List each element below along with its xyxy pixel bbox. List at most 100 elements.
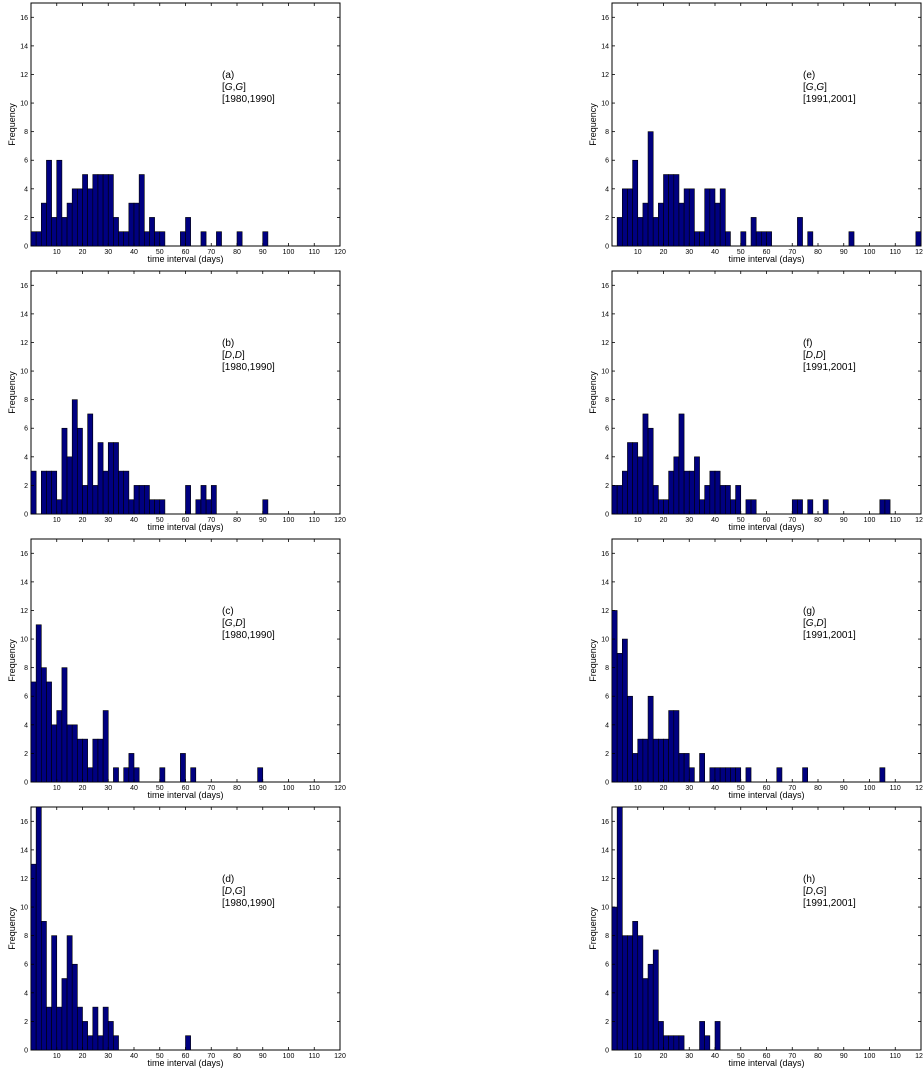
bar (107, 442, 114, 515)
bar (123, 470, 130, 515)
y-tick-label: 14 (601, 847, 609, 854)
pair-symbol: G (225, 618, 233, 629)
bar (714, 767, 721, 783)
panel-label: (g) (803, 606, 815, 617)
bar (102, 710, 109, 783)
x-tick-label: 110 (890, 1053, 901, 1060)
bar (133, 485, 140, 515)
bar (97, 1035, 104, 1051)
bar (200, 231, 207, 247)
y-axis-label: Frequency (7, 907, 17, 950)
bar (797, 217, 803, 247)
bar (92, 174, 99, 247)
bar (30, 470, 37, 515)
bar (802, 767, 808, 783)
x-tick-label: 120 (915, 785, 923, 792)
x-tick-label: 110 (890, 517, 901, 524)
y-tick-label: 10 (20, 905, 28, 912)
x-tick-label: 70 (788, 785, 796, 792)
bar (621, 638, 628, 783)
x-tick-label: 90 (840, 517, 848, 524)
period-label: [1991,2001] (803, 898, 856, 909)
x-tick-label: 120 (915, 249, 923, 256)
bar (133, 767, 140, 783)
x-tick-label: 60 (763, 517, 771, 524)
x-tick-label: 70 (207, 249, 215, 256)
pair-symbol: D (806, 886, 813, 897)
bar (154, 231, 161, 247)
y-tick-label: 4 (24, 454, 28, 461)
y-tick-label: 10 (601, 637, 609, 644)
x-tick-label: 100 (283, 517, 295, 524)
y-tick-label: 0 (24, 512, 28, 519)
bar (113, 1035, 119, 1051)
x-tick-label: 50 (737, 1053, 745, 1060)
bar (699, 231, 705, 247)
bar (673, 710, 680, 783)
bar (61, 978, 68, 1051)
bar (66, 456, 73, 515)
bar (884, 499, 891, 515)
x-axis-label: time interval (days) (147, 254, 223, 264)
x-tick-label: 20 (660, 785, 668, 792)
bar (735, 485, 742, 515)
bar (714, 1021, 721, 1051)
bar (766, 231, 772, 247)
bar (159, 767, 166, 783)
x-tick-label: 20 (660, 517, 668, 524)
bar (740, 231, 747, 247)
bar (97, 442, 104, 515)
bar (82, 1021, 88, 1051)
pair-bracket: ] (823, 350, 826, 361)
bar (688, 188, 695, 247)
panel-a: 10 20 30 40 50 60 70 80 90 100 110 120 0 2 4 6 8 10 12 14 16… (7, 2, 346, 264)
x-tick-label: 90 (259, 517, 267, 524)
x-tick-label: 120 (915, 1053, 923, 1060)
bar (621, 188, 628, 247)
bar (102, 1006, 109, 1051)
x-tick-label: 90 (840, 785, 848, 792)
bar (668, 470, 675, 515)
y-tick-label: 16 (601, 819, 609, 826)
pair-symbol: D (816, 618, 823, 629)
y-tick-label: 12 (601, 72, 609, 79)
panel-c: 10 20 30 40 50 60 70 80 90 100 110 120 0 2 4 6 8 10 12 14 16… (7, 538, 346, 800)
y-tick-label: 8 (605, 933, 609, 940)
bar (236, 231, 243, 247)
bar (87, 767, 94, 783)
bar (678, 1035, 685, 1051)
bar (144, 485, 150, 515)
bar (688, 470, 695, 515)
bar (82, 174, 88, 247)
bar (138, 485, 145, 515)
x-tick-label: 70 (207, 517, 215, 524)
bar (879, 499, 886, 515)
bar (71, 724, 78, 783)
x-tick-label: 80 (814, 517, 822, 524)
bar (123, 231, 130, 247)
x-tick-label: 90 (259, 249, 267, 256)
x-tick-label: 70 (207, 785, 215, 792)
bar (683, 470, 690, 515)
pair-bracket: , (232, 350, 235, 361)
x-tick-label: 60 (763, 785, 771, 792)
bar (761, 231, 767, 247)
bar (128, 202, 135, 247)
pair-label: [D,D] (222, 350, 245, 361)
bar (668, 710, 675, 783)
x-tick-label: 120 (334, 1053, 346, 1060)
y-tick-label: 6 (24, 426, 28, 433)
bar (185, 217, 191, 247)
x-tick-label: 110 (309, 517, 320, 524)
x-tick-label: 40 (711, 785, 719, 792)
bar (637, 738, 644, 783)
y-tick-label: 10 (601, 369, 609, 376)
pair-symbol: D (235, 618, 242, 629)
pair-symbol: D (225, 886, 232, 897)
bar (724, 767, 731, 783)
bar (647, 695, 654, 783)
y-tick-label: 16 (601, 15, 609, 22)
x-tick-label: 50 (156, 517, 164, 524)
y-axis-label: Frequency (7, 103, 17, 146)
bar (616, 653, 623, 783)
